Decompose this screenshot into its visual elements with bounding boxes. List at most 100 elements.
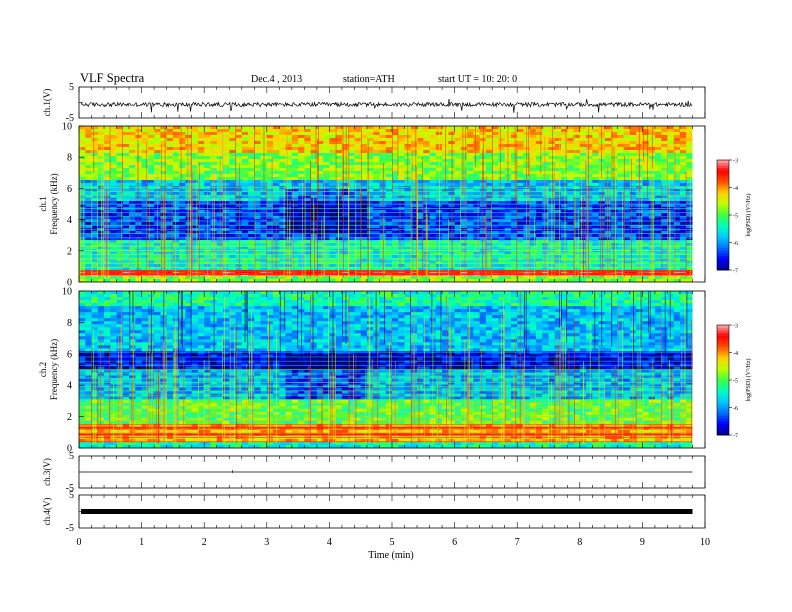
spectrogram-cell bbox=[166, 168, 174, 172]
spectrogram-cell bbox=[266, 246, 274, 250]
spectrogram-cell bbox=[598, 264, 606, 268]
spectrogram-cell bbox=[91, 129, 99, 133]
spectrogram-cell bbox=[454, 237, 462, 241]
spectrogram-cell bbox=[366, 204, 374, 208]
spectrogram-cell bbox=[254, 210, 261, 214]
spectrogram-cell bbox=[473, 165, 481, 169]
spectrogram-cell bbox=[636, 192, 643, 196]
spectrogram-cell bbox=[191, 177, 199, 181]
spectrogram-cell bbox=[467, 132, 474, 136]
spectrogram-cell bbox=[673, 165, 681, 169]
spectrogram-cell bbox=[573, 150, 581, 154]
spectrogram-cell bbox=[129, 186, 136, 190]
spectrogram-cell bbox=[91, 153, 99, 157]
spectrogram-cell bbox=[91, 162, 99, 166]
spectrogram-cell bbox=[310, 135, 318, 139]
spectrogram-cell bbox=[510, 180, 518, 184]
spectrogram-cell bbox=[385, 264, 393, 268]
spectrogram-cell bbox=[141, 177, 149, 181]
spectrogram-cell bbox=[604, 231, 612, 235]
spectrogram-cell bbox=[210, 129, 218, 133]
spectrogram-cell bbox=[561, 174, 568, 178]
spectrogram-cell bbox=[592, 222, 599, 226]
spectrogram-cell bbox=[222, 135, 230, 139]
spectrogram-cell bbox=[410, 171, 418, 175]
spectrogram-cell bbox=[661, 231, 668, 235]
spectrogram-cell bbox=[166, 186, 174, 190]
spectrogram-cell bbox=[510, 192, 518, 196]
spectrogram-cell bbox=[97, 201, 105, 205]
spectrogram-cell bbox=[554, 129, 562, 133]
spectrogram-cell bbox=[260, 264, 268, 268]
spectrogram-cell bbox=[222, 138, 230, 142]
spectrogram-cell bbox=[592, 201, 599, 205]
spectrogram-cell bbox=[661, 216, 668, 220]
spectrogram-cell bbox=[222, 162, 230, 166]
spectrogram-cell bbox=[473, 135, 481, 139]
spectrogram-cell bbox=[335, 126, 343, 130]
spectrogram-cell bbox=[360, 258, 368, 262]
spectrogram-cell bbox=[604, 135, 612, 139]
spectrogram-cell bbox=[379, 177, 387, 181]
spectrogram-cell bbox=[473, 246, 481, 250]
spectrogram-cell bbox=[291, 168, 299, 172]
spectrogram-cell bbox=[661, 156, 668, 160]
spectrogram-cell bbox=[110, 171, 117, 175]
spectrogram-cell bbox=[623, 180, 631, 184]
spectrogram-cell bbox=[417, 237, 424, 241]
spectrogram-cell bbox=[385, 237, 393, 241]
spectrogram-cell bbox=[467, 138, 474, 142]
spectrogram-cell bbox=[485, 252, 493, 256]
spectrogram-cell bbox=[448, 216, 455, 220]
spectrogram-cell bbox=[329, 177, 337, 181]
spectrogram-cell bbox=[573, 165, 581, 169]
spectrogram-cell bbox=[329, 216, 337, 220]
spectrogram-cell bbox=[417, 246, 424, 250]
spectrogram-cell bbox=[122, 177, 130, 181]
spectrogram-cell bbox=[586, 204, 593, 208]
spectrogram-cell bbox=[141, 180, 149, 184]
spectrogram-cell bbox=[348, 243, 355, 247]
spectrogram-cell bbox=[586, 243, 593, 247]
spectrogram-cell bbox=[248, 156, 255, 160]
spectrogram-cell bbox=[172, 225, 180, 229]
spectrogram-cell bbox=[592, 126, 599, 130]
spectrogram-cell bbox=[222, 240, 230, 244]
spectrogram-cell bbox=[141, 231, 149, 235]
spectrogram-cell bbox=[679, 168, 687, 172]
spectrogram-cell bbox=[542, 255, 549, 259]
spectrogram-cell bbox=[79, 138, 86, 142]
spectrogram-cell bbox=[248, 225, 255, 229]
spectrogram-cell bbox=[679, 240, 687, 244]
spectrogram-cell bbox=[160, 189, 168, 193]
spectrogram-cell bbox=[554, 246, 562, 250]
spectrogram-cell bbox=[686, 162, 693, 166]
spectrogram-cell bbox=[154, 156, 161, 160]
spectrogram-cell bbox=[229, 150, 236, 154]
spectrogram-cell bbox=[617, 261, 625, 265]
spectrogram-cell bbox=[110, 237, 117, 241]
spectrogram-cell bbox=[636, 195, 643, 199]
spectrogram-cell bbox=[554, 267, 562, 271]
spectrogram-cell bbox=[379, 246, 387, 250]
spectrogram-cell bbox=[304, 174, 312, 178]
spectrogram-cell bbox=[354, 267, 362, 271]
spectrogram-cell bbox=[517, 222, 524, 226]
spectrogram-cell bbox=[273, 147, 280, 151]
spectrogram-cell bbox=[554, 258, 562, 262]
spectrogram-cell bbox=[454, 264, 462, 268]
spectrogram-cell bbox=[617, 213, 625, 217]
spectrogram-cell bbox=[636, 258, 643, 262]
spectrogram-cell bbox=[410, 243, 418, 247]
spectrogram-cell bbox=[85, 210, 92, 214]
spectrogram-cell bbox=[667, 210, 675, 214]
spectrogram-cell bbox=[686, 204, 693, 208]
spectrogram-cell bbox=[172, 222, 180, 226]
spectrogram-cell bbox=[379, 195, 387, 199]
spectrogram-cell bbox=[304, 135, 312, 139]
spectrogram-cell bbox=[116, 189, 124, 193]
spectrogram-cell bbox=[316, 159, 324, 163]
spectrogram-cell bbox=[592, 129, 599, 133]
spectrogram-cell bbox=[166, 222, 174, 226]
spectrogram-cell bbox=[179, 144, 186, 148]
